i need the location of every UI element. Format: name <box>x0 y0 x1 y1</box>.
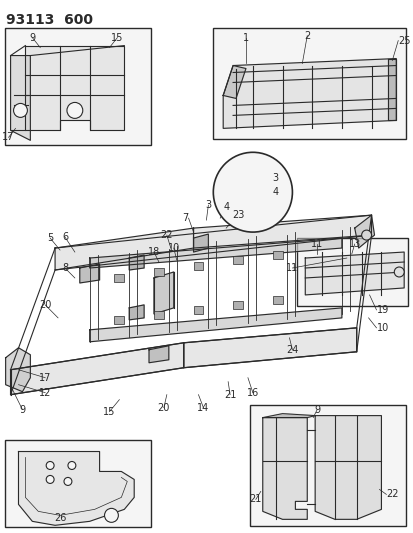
Text: 20: 20 <box>39 300 51 310</box>
Text: 2: 2 <box>304 30 310 41</box>
Polygon shape <box>223 66 245 99</box>
Bar <box>114 316 124 324</box>
Polygon shape <box>193 215 370 248</box>
Text: 1: 1 <box>242 33 248 43</box>
Text: 21: 21 <box>223 390 236 400</box>
Polygon shape <box>90 238 341 268</box>
Text: 10: 10 <box>167 243 179 253</box>
Polygon shape <box>90 308 341 342</box>
Text: 22: 22 <box>385 489 398 499</box>
Bar <box>193 306 203 314</box>
Text: 17: 17 <box>2 132 15 142</box>
Bar <box>272 296 282 304</box>
Text: 93113  600: 93113 600 <box>6 13 93 27</box>
Circle shape <box>67 102 83 118</box>
Text: 17: 17 <box>39 373 51 383</box>
Polygon shape <box>237 173 269 205</box>
Bar <box>193 262 203 270</box>
Polygon shape <box>262 417 306 519</box>
Polygon shape <box>314 416 380 519</box>
Polygon shape <box>183 328 356 368</box>
Polygon shape <box>154 272 173 314</box>
Polygon shape <box>6 348 30 392</box>
Polygon shape <box>25 46 124 131</box>
Bar <box>272 251 282 259</box>
Circle shape <box>64 478 72 486</box>
Text: 11: 11 <box>310 239 323 249</box>
Text: 4: 4 <box>223 202 229 212</box>
Text: 9: 9 <box>29 33 36 43</box>
Text: 19: 19 <box>375 305 388 315</box>
Polygon shape <box>235 196 273 208</box>
Polygon shape <box>262 414 314 417</box>
Text: 4: 4 <box>272 187 278 197</box>
Text: 10: 10 <box>375 323 388 333</box>
Circle shape <box>46 462 54 470</box>
Polygon shape <box>193 234 208 252</box>
Text: 16: 16 <box>246 387 259 398</box>
Circle shape <box>213 152 292 232</box>
Polygon shape <box>129 305 144 320</box>
Text: 15: 15 <box>103 407 115 417</box>
Text: 21: 21 <box>249 495 261 504</box>
Text: 25: 25 <box>397 36 410 46</box>
Polygon shape <box>11 55 30 140</box>
Polygon shape <box>55 228 193 270</box>
Bar <box>5 440 151 527</box>
Text: 20: 20 <box>157 402 170 413</box>
Circle shape <box>104 508 118 522</box>
Text: 6: 6 <box>62 232 68 242</box>
Bar <box>5 28 151 146</box>
Text: 7: 7 <box>182 213 188 223</box>
Polygon shape <box>223 59 395 128</box>
Bar <box>233 256 242 264</box>
Text: 9: 9 <box>313 405 319 415</box>
Polygon shape <box>129 255 144 270</box>
Text: 8: 8 <box>62 263 68 273</box>
Text: 9: 9 <box>19 405 26 415</box>
Text: 24: 24 <box>285 345 298 355</box>
Circle shape <box>46 475 54 483</box>
Circle shape <box>393 267 403 277</box>
Bar <box>154 268 164 276</box>
Text: 3: 3 <box>205 200 211 210</box>
Bar <box>297 238 407 306</box>
Text: 23: 23 <box>231 210 244 220</box>
Text: 3: 3 <box>272 173 278 183</box>
Polygon shape <box>354 215 374 248</box>
Text: 5: 5 <box>47 233 53 243</box>
Bar <box>233 301 242 309</box>
Polygon shape <box>387 59 395 120</box>
Text: 13: 13 <box>348 239 360 249</box>
Circle shape <box>14 103 27 117</box>
Polygon shape <box>80 264 100 283</box>
Circle shape <box>68 462 76 470</box>
Text: 26: 26 <box>54 513 66 523</box>
Text: 22: 22 <box>160 230 173 240</box>
Text: 12: 12 <box>39 387 51 398</box>
Bar <box>114 274 124 282</box>
Text: 15: 15 <box>111 33 123 43</box>
Circle shape <box>361 230 370 240</box>
Polygon shape <box>19 451 134 526</box>
Bar <box>249 405 405 526</box>
Bar <box>154 311 164 319</box>
Bar <box>213 28 405 139</box>
Polygon shape <box>11 343 183 394</box>
Text: 18: 18 <box>147 247 160 257</box>
Text: 14: 14 <box>197 402 209 413</box>
Polygon shape <box>149 346 169 363</box>
Text: 11: 11 <box>286 263 298 273</box>
Polygon shape <box>304 252 403 295</box>
